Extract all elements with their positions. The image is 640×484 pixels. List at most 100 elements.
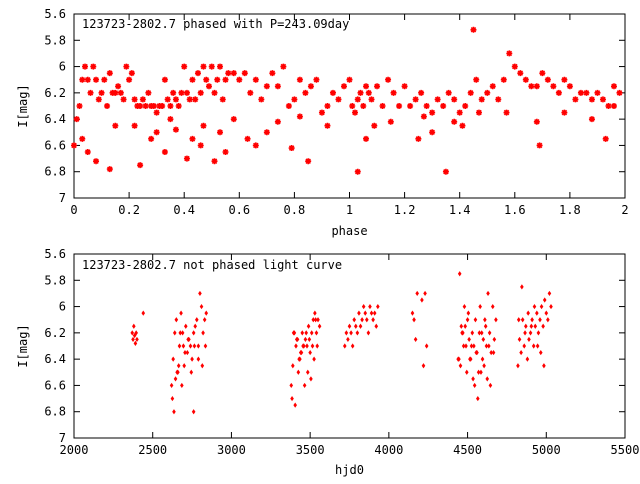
- data-point: [479, 369, 483, 375]
- data-point: [305, 369, 310, 375]
- data-point: [315, 343, 320, 349]
- data-point: [78, 135, 87, 143]
- data-point: [81, 62, 89, 71]
- data-point: [291, 363, 295, 369]
- y-tick-label: 6.6: [44, 378, 66, 392]
- data-point: [344, 330, 349, 336]
- data-point: [533, 117, 541, 126]
- data-point: [450, 117, 458, 126]
- data-point: [349, 330, 353, 336]
- data-point: [359, 102, 368, 110]
- data-point: [199, 62, 208, 71]
- data-point: [516, 69, 525, 77]
- data-point: [83, 148, 92, 156]
- data-point: [466, 89, 475, 97]
- data-point: [463, 323, 468, 329]
- data-point: [487, 330, 492, 336]
- data-point: [203, 343, 208, 349]
- data-point: [593, 89, 602, 97]
- data-point: [577, 89, 585, 97]
- data-point: [92, 75, 100, 84]
- data-point: [257, 95, 266, 104]
- data-point: [106, 165, 114, 173]
- data-point: [311, 317, 316, 323]
- data-point: [130, 121, 139, 130]
- data-point: [520, 284, 524, 290]
- data-point: [494, 95, 503, 104]
- data-point: [566, 82, 574, 91]
- data-point: [235, 75, 244, 84]
- data-point: [549, 82, 558, 91]
- data-point: [161, 75, 169, 84]
- data-point: [298, 356, 302, 362]
- data-point: [479, 330, 484, 336]
- data-point: [97, 89, 106, 97]
- data-point: [347, 323, 352, 329]
- data-point: [461, 102, 470, 110]
- data-point: [307, 336, 312, 343]
- data-point: [536, 330, 541, 336]
- data-point: [450, 95, 458, 104]
- data-point: [470, 330, 475, 336]
- data-point: [481, 336, 486, 343]
- data-point: [502, 108, 511, 117]
- data-point: [542, 297, 547, 303]
- x-tick-label: 3000: [217, 443, 246, 457]
- data-point: [415, 290, 419, 297]
- x-tick-label: 5000: [532, 443, 561, 457]
- data-point: [196, 356, 201, 362]
- data-point: [172, 409, 176, 415]
- data-point: [395, 102, 403, 110]
- data-point: [528, 330, 533, 336]
- data-point: [546, 317, 550, 323]
- data-point: [180, 330, 185, 336]
- data-points: [130, 271, 553, 415]
- data-point: [188, 135, 197, 143]
- data-point: [346, 336, 350, 343]
- data-point: [83, 75, 92, 84]
- data-point: [134, 330, 138, 336]
- data-point: [340, 82, 348, 91]
- data-point: [362, 82, 370, 91]
- data-point: [361, 303, 366, 310]
- data-point: [474, 349, 479, 356]
- data-point: [268, 69, 277, 77]
- data-point: [476, 369, 481, 375]
- data-point: [529, 323, 534, 329]
- data-point: [180, 382, 184, 389]
- data-point: [106, 69, 114, 77]
- data-point: [131, 336, 135, 343]
- data-point: [179, 310, 183, 316]
- data-point: [210, 157, 219, 165]
- data-point: [491, 349, 496, 356]
- data-point: [130, 330, 135, 336]
- data-point: [294, 336, 299, 343]
- data-point: [539, 303, 544, 310]
- data-point: [499, 75, 508, 84]
- data-point: [353, 167, 362, 176]
- data-point: [312, 75, 321, 84]
- x-tick-label: 2000: [60, 443, 89, 457]
- data-point: [549, 303, 553, 310]
- data-point: [444, 89, 453, 97]
- data-point: [527, 336, 531, 343]
- data-point: [460, 330, 464, 336]
- data-point: [365, 317, 369, 323]
- data-point: [190, 356, 194, 362]
- data-point: [78, 75, 87, 84]
- data-point: [525, 356, 530, 362]
- data-point: [464, 369, 469, 375]
- data-point: [371, 317, 375, 323]
- data-point: [188, 75, 197, 84]
- data-point: [196, 89, 205, 97]
- data-point: [185, 349, 190, 356]
- x-tick-label: 1.4: [449, 203, 471, 217]
- y-tick-label: 7: [59, 431, 66, 445]
- data-point: [421, 363, 426, 369]
- data-point: [531, 343, 536, 349]
- plot-frame: [73, 253, 626, 439]
- data-point: [274, 82, 282, 91]
- data-point: [287, 144, 296, 152]
- data-point: [125, 75, 133, 84]
